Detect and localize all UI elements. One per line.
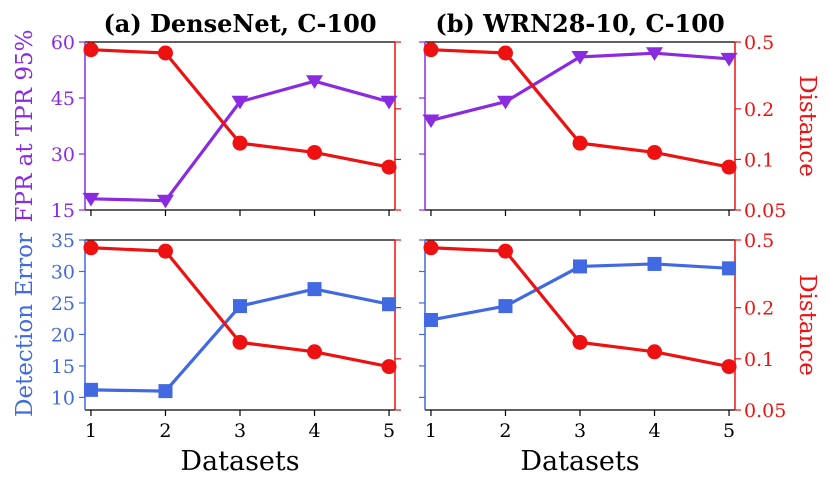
x-tick-label: 3	[234, 420, 246, 442]
distance-point	[232, 334, 248, 350]
distance-point	[381, 359, 397, 375]
chart-panel-3: 1 2 3 4 5 Datasets 10 15 20 25 30 35 Detection Error	[12, 230, 401, 477]
distance-point	[157, 45, 173, 61]
fpr-point	[231, 95, 249, 110]
x-tick-label: 2	[499, 420, 511, 442]
chart-panel-2: (b) WRN28-10, C-100 0.05 0.1 0.2 0.5 Distance	[419, 9, 820, 222]
x-axis-label: Datasets	[180, 446, 299, 477]
right-tick-label: 0.1	[744, 349, 774, 371]
chart-title: (b) WRN28-10, C-100	[435, 9, 724, 38]
right-tick-label: 0.2	[744, 298, 774, 320]
x-tick-label: 2	[159, 420, 171, 442]
fpr-point	[646, 47, 664, 61]
distance-point	[721, 159, 737, 175]
distance-point	[497, 243, 513, 259]
left-tick-label: 10	[51, 387, 75, 409]
chart-title: (a) DenseNet, C-100	[103, 9, 376, 38]
error-point	[233, 299, 247, 314]
error-point	[158, 384, 173, 399]
right-tick-label: 0.1	[744, 149, 774, 171]
fpr-point	[82, 192, 100, 207]
distance-point	[572, 334, 588, 350]
fpr-point	[571, 50, 589, 65]
left-axis-label: Detection Error	[12, 233, 38, 417]
fpr-point	[496, 95, 514, 110]
distance-point	[381, 159, 397, 175]
error-point	[573, 259, 587, 274]
x-tick-label: 5	[383, 420, 395, 442]
left-tick-label: 25	[51, 293, 75, 315]
distance-point	[647, 144, 663, 160]
left-tick-label: 20	[51, 324, 75, 346]
fpr-point	[306, 75, 324, 89]
right-tick-label: 0.05	[744, 200, 786, 222]
left-tick-label: 60	[51, 32, 75, 54]
x-tick-label: 4	[648, 420, 660, 442]
distance-point	[647, 344, 663, 360]
right-tick-label: 0.5	[744, 230, 774, 252]
error-point	[382, 297, 397, 312]
left-tick-label: 30	[51, 144, 75, 166]
distance-point	[721, 359, 737, 375]
chart-panel-1: (a) DenseNet, C-100 15 30 45 60 FPR at TPR 95…	[12, 9, 401, 222]
left-tick-label: 15	[51, 200, 75, 222]
right-tick-label: 0.05	[744, 400, 786, 422]
left-tick-label: 35	[51, 230, 75, 252]
fpr-point	[156, 194, 174, 209]
distance-point	[157, 243, 173, 259]
right-axis-label: Distance	[794, 75, 820, 177]
distance-point	[423, 42, 439, 58]
distance-point	[83, 240, 99, 256]
left-tick-label: 30	[51, 261, 75, 283]
error-point	[722, 261, 737, 276]
distance-point	[423, 240, 439, 256]
x-tick-label: 4	[308, 420, 320, 442]
fpr-point	[720, 52, 738, 67]
distance-point	[572, 135, 588, 151]
error-point	[647, 256, 662, 271]
distance-point	[307, 144, 323, 160]
chart-panel-4: 1 2 3 4 5 Datasets 0.05 0.1 0.2 0.5 Distance	[419, 230, 820, 477]
distance-point	[232, 135, 248, 151]
error-point	[423, 312, 438, 327]
x-tick-label: 5	[723, 420, 735, 442]
distance-point	[497, 45, 513, 61]
right-axis-label: Distance	[794, 274, 820, 376]
fpr-point	[380, 95, 398, 110]
error-point	[498, 299, 513, 314]
left-tick-label: 15	[51, 356, 75, 378]
x-tick-label: 1	[425, 420, 437, 442]
x-tick-label: 3	[574, 420, 586, 442]
right-tick-label: 0.5	[744, 32, 774, 54]
left-axis-label: FPR at TPR 95%	[12, 30, 38, 223]
distance-point	[83, 42, 99, 58]
right-tick-label: 0.2	[744, 99, 774, 121]
x-axis-label: Datasets	[520, 446, 639, 477]
x-tick-label: 1	[85, 420, 97, 442]
error-point	[307, 282, 322, 297]
error-point	[83, 382, 98, 397]
fpr-point	[422, 114, 440, 129]
left-tick-label: 45	[51, 88, 75, 110]
distance-point	[307, 344, 323, 360]
